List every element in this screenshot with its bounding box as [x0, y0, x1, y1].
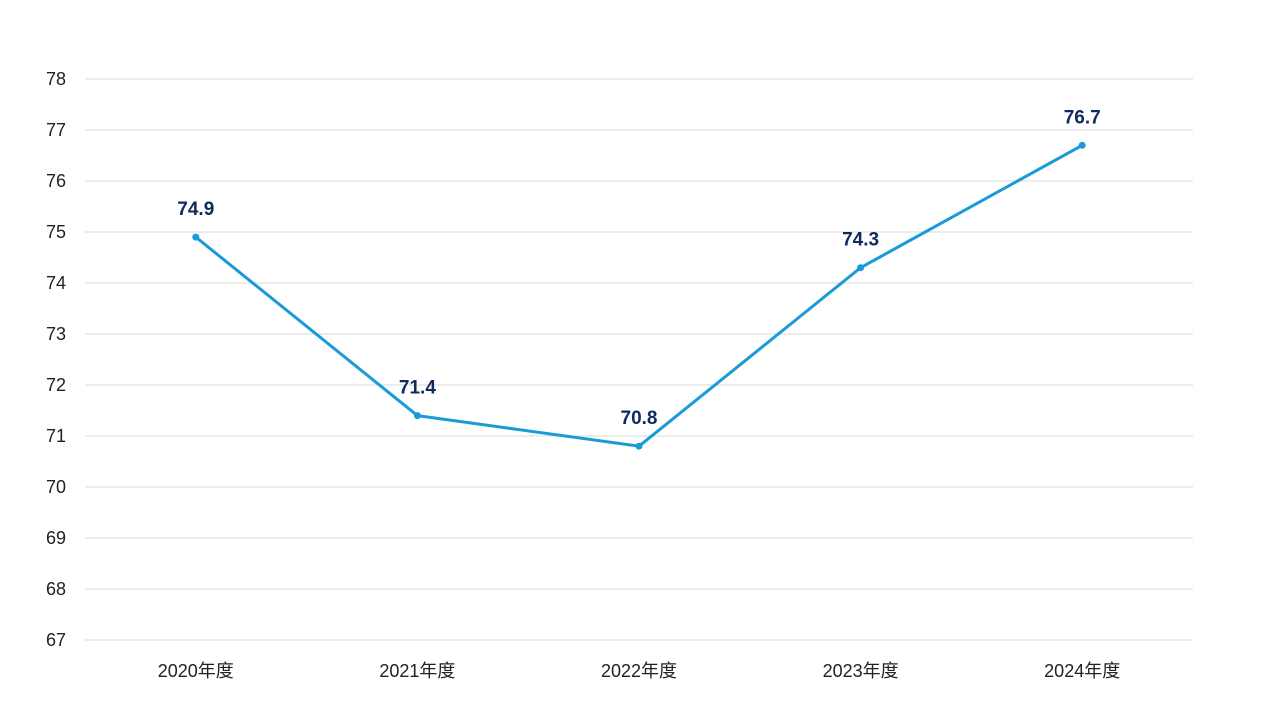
y-tick-label: 75: [46, 222, 66, 242]
x-tick-label: 2023年度: [823, 661, 899, 681]
y-axis-tick-labels: 67 68 69 70 71 72 73 74 75 76 77 78: [46, 69, 66, 650]
y-tick-label: 69: [46, 528, 66, 548]
data-label: 76.7: [1064, 107, 1101, 128]
data-point: [1078, 141, 1086, 149]
y-tick-label: 68: [46, 579, 66, 599]
data-point: [413, 412, 421, 420]
data-point: [857, 264, 865, 272]
x-tick-label: 2020年度: [158, 661, 234, 681]
y-tick-label: 76: [46, 171, 66, 191]
data-label: 74.3: [842, 230, 879, 251]
x-axis-tick-labels: 2020年度 2021年度 2022年度 2023年度 2024年度: [158, 661, 1120, 681]
x-tick-label: 2024年度: [1044, 661, 1120, 681]
x-tick-label: 2021年度: [379, 661, 455, 681]
y-tick-label: 78: [46, 69, 66, 89]
y-tick-label: 67: [46, 630, 66, 650]
y-tick-label: 72: [46, 375, 66, 395]
y-tick-label: 73: [46, 324, 66, 344]
y-tick-label: 71: [46, 426, 66, 446]
data-label: 70.8: [621, 408, 658, 429]
series-layer: [192, 141, 1086, 450]
series-line: [194, 143, 1084, 448]
y-tick-label: 74: [46, 273, 66, 293]
data-point: [192, 233, 200, 241]
y-tick-label: 77: [46, 120, 66, 140]
data-labels: 74.9 71.4 70.8 74.3 76.7: [177, 107, 1100, 429]
grid-lines: [85, 78, 1193, 641]
x-tick-label: 2022年度: [601, 661, 677, 681]
data-label: 71.4: [399, 378, 436, 399]
data-label: 74.9: [177, 199, 214, 220]
data-point: [635, 442, 643, 450]
y-tick-label: 70: [46, 477, 66, 497]
